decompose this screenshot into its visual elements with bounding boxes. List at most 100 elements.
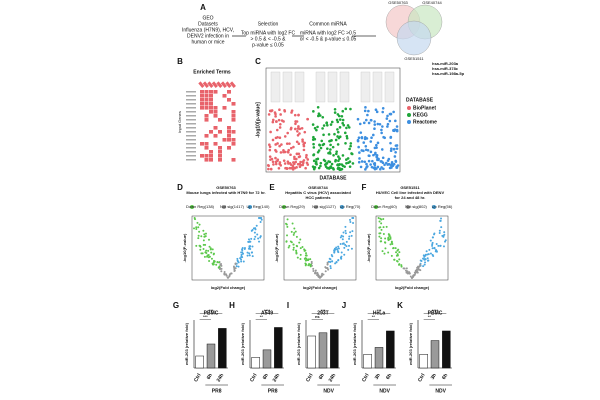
scatter-point [374, 152, 377, 156]
volcano-point [205, 251, 208, 254]
scatter-point [304, 156, 308, 159]
scatter-point [380, 131, 383, 135]
volcano-point [193, 227, 196, 230]
scatter-point [357, 160, 361, 164]
scatter-point [334, 138, 338, 142]
scatter-point [345, 136, 349, 140]
volcano-point [344, 243, 347, 246]
panel-letter: F [362, 183, 367, 192]
scatter-point [301, 163, 305, 167]
volcano-point [305, 263, 308, 266]
y-axis-label: miR-203 (relative fold) [296, 322, 301, 364]
scatter-point [373, 127, 376, 131]
scatter-point [288, 142, 291, 145]
scatter-point [345, 158, 348, 161]
scatter-point [349, 142, 353, 145]
volcano-point [326, 261, 329, 264]
scatter-point [378, 122, 382, 126]
scatter-point [312, 159, 316, 163]
heatmap-cell [200, 102, 204, 106]
volcano-point [253, 238, 256, 241]
volcano-point [426, 259, 429, 262]
panel-letter: E [269, 183, 275, 192]
volcano-point [433, 233, 436, 236]
x-axis-label: log2(Fold change) [211, 285, 246, 290]
volcano-point [249, 248, 252, 251]
scatter-point [271, 118, 275, 122]
gene-label [186, 107, 196, 109]
volcano-point [234, 262, 237, 265]
volcano-point [440, 226, 443, 229]
scatter-point [345, 134, 349, 138]
volcano-point [439, 219, 442, 222]
scatter-point [311, 123, 315, 126]
scatter-point [394, 150, 397, 154]
bar [218, 328, 227, 369]
heatmap-cell [231, 118, 236, 122]
heatmap-cell [227, 98, 231, 102]
scatter-point [341, 109, 345, 113]
volcano-point [246, 254, 249, 257]
gene-label [186, 119, 196, 121]
scatter-point [271, 120, 275, 124]
legend-label: Reactome [413, 119, 437, 125]
volcano-point [196, 221, 199, 224]
volcano-point [396, 254, 399, 257]
scatter-point [347, 161, 350, 165]
volcano-point [294, 230, 297, 233]
source-text: Influenza (H7N9), HCV, [182, 27, 234, 33]
volcano-point [324, 266, 327, 269]
scatter-point [371, 159, 374, 163]
volcano-point [293, 232, 296, 235]
volcano-point [329, 267, 332, 270]
volcano-point [197, 226, 200, 229]
volcano-point [215, 263, 218, 266]
scatter-point [293, 113, 297, 117]
volcano-point [310, 260, 313, 263]
heatmap-cell [213, 110, 218, 114]
volcano-point [381, 250, 384, 253]
scatter-point [284, 166, 287, 170]
source-text: Datasets [198, 21, 218, 27]
volcano-point [442, 234, 445, 237]
volcano-title: for 24 and 48 hr. [395, 195, 426, 200]
scatter-point [269, 130, 272, 134]
legend-marker [222, 205, 226, 209]
volcano-point [395, 251, 398, 254]
volcano-point [255, 224, 258, 227]
scatter-point [270, 109, 274, 112]
scatter-point [315, 163, 318, 166]
scatter-point [321, 127, 324, 130]
volcano-point [292, 243, 295, 246]
legend-marker [407, 113, 411, 117]
volcano-point [440, 217, 443, 220]
volcano-point [218, 261, 221, 264]
term-label [211, 81, 218, 88]
scatter-point [268, 145, 272, 149]
scatter-point [357, 145, 360, 149]
heatmap-cell [218, 150, 222, 154]
term-box [270, 71, 281, 103]
x-tick-label: 6h [206, 373, 214, 381]
scatter-point [365, 137, 369, 140]
scatter-point [267, 167, 270, 171]
scatter-point [373, 120, 376, 123]
result-mirna: hsa-miR-203a [432, 61, 459, 66]
scatter-point [380, 148, 384, 151]
scatter-point [311, 138, 315, 141]
scatter-point [342, 123, 346, 127]
scatter-point [306, 117, 309, 121]
volcano-point [331, 260, 334, 263]
volcano-point [339, 243, 342, 246]
scatter-point [312, 110, 315, 113]
scatter-point [383, 163, 386, 167]
panel-letter: I [287, 301, 289, 310]
scatter-point [337, 114, 341, 118]
bar [307, 335, 316, 369]
volcano-point [195, 226, 198, 229]
gene-label [186, 91, 196, 93]
heatmap-cell [204, 90, 209, 94]
scatter-point [365, 162, 368, 166]
volcano-point [377, 217, 380, 219]
volcano-point [418, 265, 421, 268]
